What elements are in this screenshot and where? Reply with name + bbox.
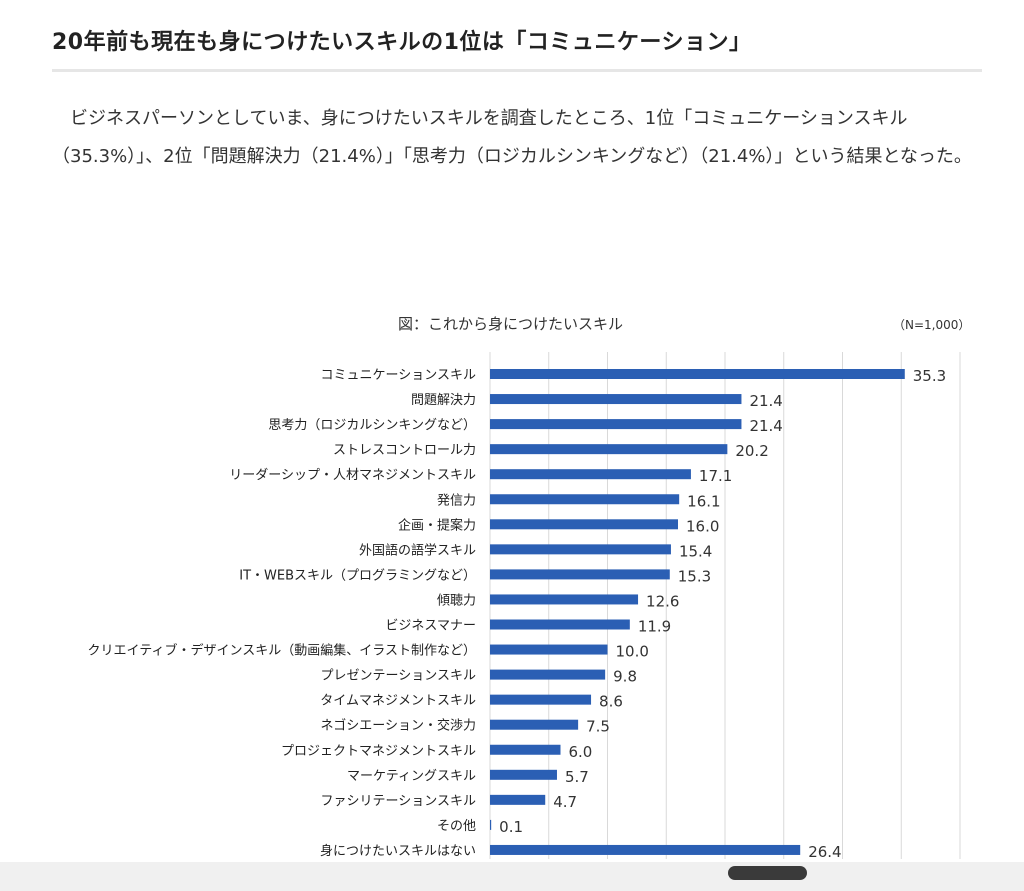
bar — [490, 594, 639, 605]
category-label: 外国語の語学スキル — [359, 542, 476, 558]
bar — [490, 519, 678, 530]
bar — [490, 819, 492, 830]
category-label: IT・WEBスキル（プログラミングなど） — [239, 568, 476, 583]
category-label: 思考力（ロジカルシンキングなど） — [268, 418, 476, 433]
category-label: その他 — [437, 819, 476, 834]
bar — [490, 419, 742, 430]
value-label: 15.4 — [679, 542, 712, 560]
bar — [490, 619, 630, 630]
category-label: ファシリテーションスキル — [321, 794, 476, 809]
category-label: ネゴシエーション・交渉力 — [321, 718, 476, 734]
value-label: 4.7 — [553, 793, 577, 811]
bar — [490, 469, 691, 480]
category-label: 発信力 — [437, 493, 476, 508]
bar — [490, 644, 608, 655]
article-title: 20年前も現在も身につけたいスキルの1位は「コミュニケーション」 — [52, 30, 752, 55]
category-label: ストレスコントロール力 — [333, 443, 476, 458]
value-label: 17.1 — [699, 467, 732, 485]
title-divider — [52, 69, 982, 72]
bar — [490, 694, 592, 705]
category-label: プレゼンテーションスキル — [321, 669, 476, 684]
category-label: 身につけたいスキルはない — [320, 843, 476, 859]
category-label: 企画・提案力 — [398, 517, 476, 533]
bar — [490, 794, 546, 805]
category-label: クリエイティブ・デザインスキル（動画編集、イラスト制作など） — [88, 643, 476, 659]
bar — [490, 769, 557, 780]
bar — [490, 444, 728, 455]
value-label: 9.8 — [613, 668, 637, 686]
bar — [490, 544, 671, 555]
bar — [490, 369, 905, 379]
category-label: 問題解決力 — [411, 393, 476, 408]
category-label: ビジネスマナー — [385, 619, 476, 634]
bar — [490, 494, 680, 505]
value-label: 5.7 — [565, 768, 589, 786]
value-label: 12.6 — [646, 592, 679, 610]
value-label: 11.9 — [638, 618, 671, 636]
value-label: 20.2 — [735, 442, 768, 460]
horizontal-scrollbar-thumb[interactable] — [728, 866, 807, 880]
category-label: 傾聴力 — [437, 593, 476, 608]
bar-chart: コミュニケーションスキル 35.3 問題解決力 21.4 思考力（ロジカルシンキングなど… — [88, 352, 961, 861]
value-label: 16.1 — [687, 492, 720, 510]
bar — [490, 569, 670, 580]
article-paragraph: ビジネスパーソンとしていま、身につけたいスキルを調査したところ、1位「コミュニケ… — [52, 108, 972, 167]
bar — [490, 719, 579, 730]
value-label: 8.6 — [599, 693, 623, 711]
value-label: 21.4 — [749, 417, 782, 435]
value-label: 35.3 — [913, 367, 946, 385]
horizontal-scrollbar-track[interactable] — [0, 862, 1024, 891]
category-label: マーケティングスキル — [347, 769, 476, 784]
category-label: プロジェクトマネジメントスキル — [281, 744, 476, 759]
bar — [490, 669, 606, 680]
value-label: 6.0 — [569, 743, 593, 761]
bar — [490, 394, 742, 405]
value-label: 0.1 — [499, 818, 523, 836]
value-label: 15.3 — [678, 567, 711, 585]
category-label: コミュニケーションスキル — [321, 368, 476, 383]
category-label: タイムマネジメントスキル — [320, 694, 476, 709]
chart-title: 図：これから身につけたいスキル — [398, 315, 624, 333]
value-label: 7.5 — [586, 718, 610, 736]
value-label: 10.0 — [616, 643, 649, 661]
value-label: 16.0 — [686, 517, 719, 535]
value-label: 21.4 — [749, 392, 782, 410]
bar — [490, 844, 801, 855]
value-label: 26.4 — [808, 843, 841, 861]
bar — [490, 744, 561, 755]
chart-sample-size: （N=1,000） — [893, 318, 971, 332]
category-label: リーダーシップ・人材マネジメントスキル — [229, 468, 476, 483]
